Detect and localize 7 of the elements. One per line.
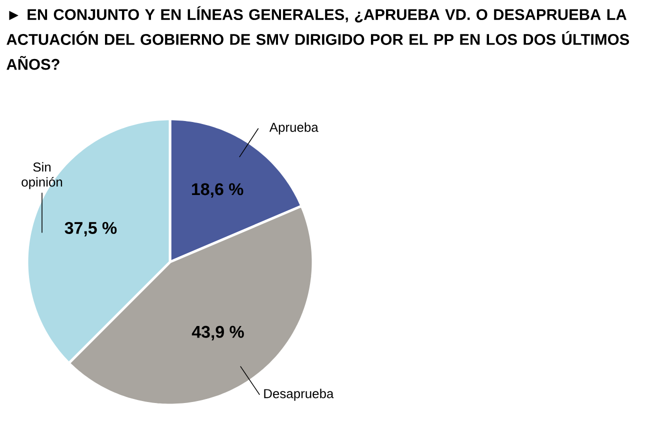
chart-title: ► EN CONJUNTO Y EN LÍNEAS GENERALES, ¿APRUEBA VD. O DESAPRUEBA LA ACTUACIÓN DEL GOBIERNO DE SMV DIRIGIDO POR EL PP EN LOS DOS ÚLTIMOS AÑOS? — [6, 6, 630, 70]
data-label: 18,6 % — [192, 183, 244, 198]
slice-label: Desaprueba — [264, 388, 334, 401]
slice-label: Sin opinión — [22, 162, 62, 190]
data-label: 43,9 % — [192, 326, 244, 340]
data-label: 37,5 % — [64, 222, 117, 236]
slice-label: Aprueba — [269, 122, 318, 134]
